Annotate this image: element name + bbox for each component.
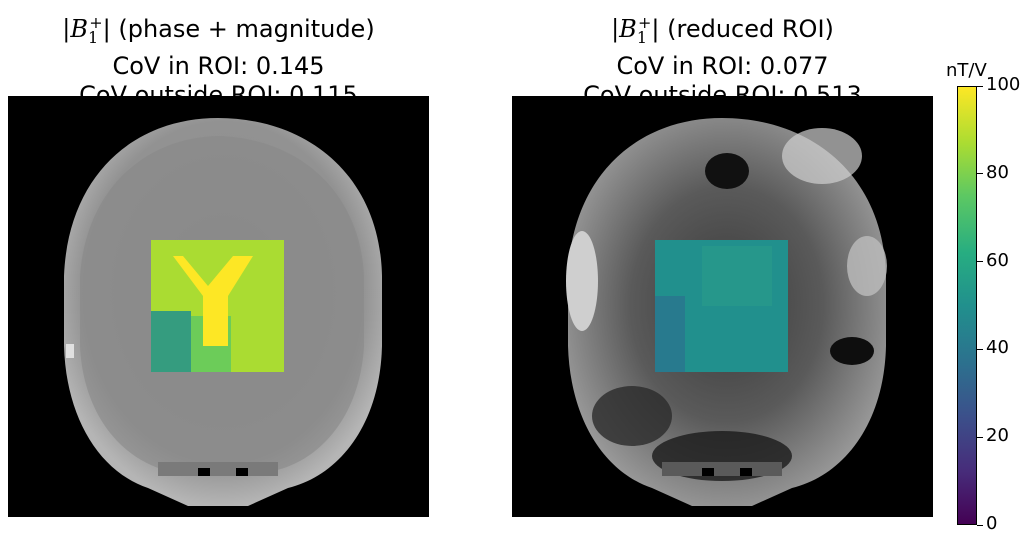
colorbar: [957, 86, 977, 525]
right-b1-map-svg: [566, 118, 887, 506]
colorbar-tick-label: 40: [986, 337, 1009, 359]
colorbar-tick-label: 0: [986, 513, 998, 534]
right-panel-title: |B1+| (reduced ROI) CoV in ROI: 0.077 Co…: [512, 8, 933, 110]
colorbar-tick-label: 20: [986, 425, 1009, 447]
colorbar-tick: [977, 173, 983, 175]
colorbar-tick-label: 80: [986, 161, 1009, 183]
colorbar-tick: [977, 524, 983, 526]
colorbar-tick-label: 60: [986, 249, 1009, 271]
colorbar-tick: [977, 85, 983, 87]
right-title-formula: |B1+| (reduced ROI): [611, 13, 834, 47]
left-cov-in-roi: CoV in ROI: 0.145: [112, 51, 325, 80]
left-title-formula: |B1+| (phase + magnitude): [62, 13, 375, 47]
colorbar-unit-label: nT/V: [946, 60, 987, 81]
right-b1-map-image: [512, 96, 933, 517]
left-b1-map-image: [8, 96, 429, 517]
left-b1-map-svg: [64, 118, 382, 506]
left-panel-title: |B1+| (phase + magnitude) CoV in ROI: 0.…: [8, 8, 429, 110]
colorbar-tick: [977, 348, 983, 350]
colorbar-tick: [977, 436, 983, 438]
colorbar-tick-label: 100: [986, 74, 1021, 95]
colorbar-tick: [977, 261, 983, 263]
right-cov-in-roi: CoV in ROI: 0.077: [616, 51, 829, 80]
